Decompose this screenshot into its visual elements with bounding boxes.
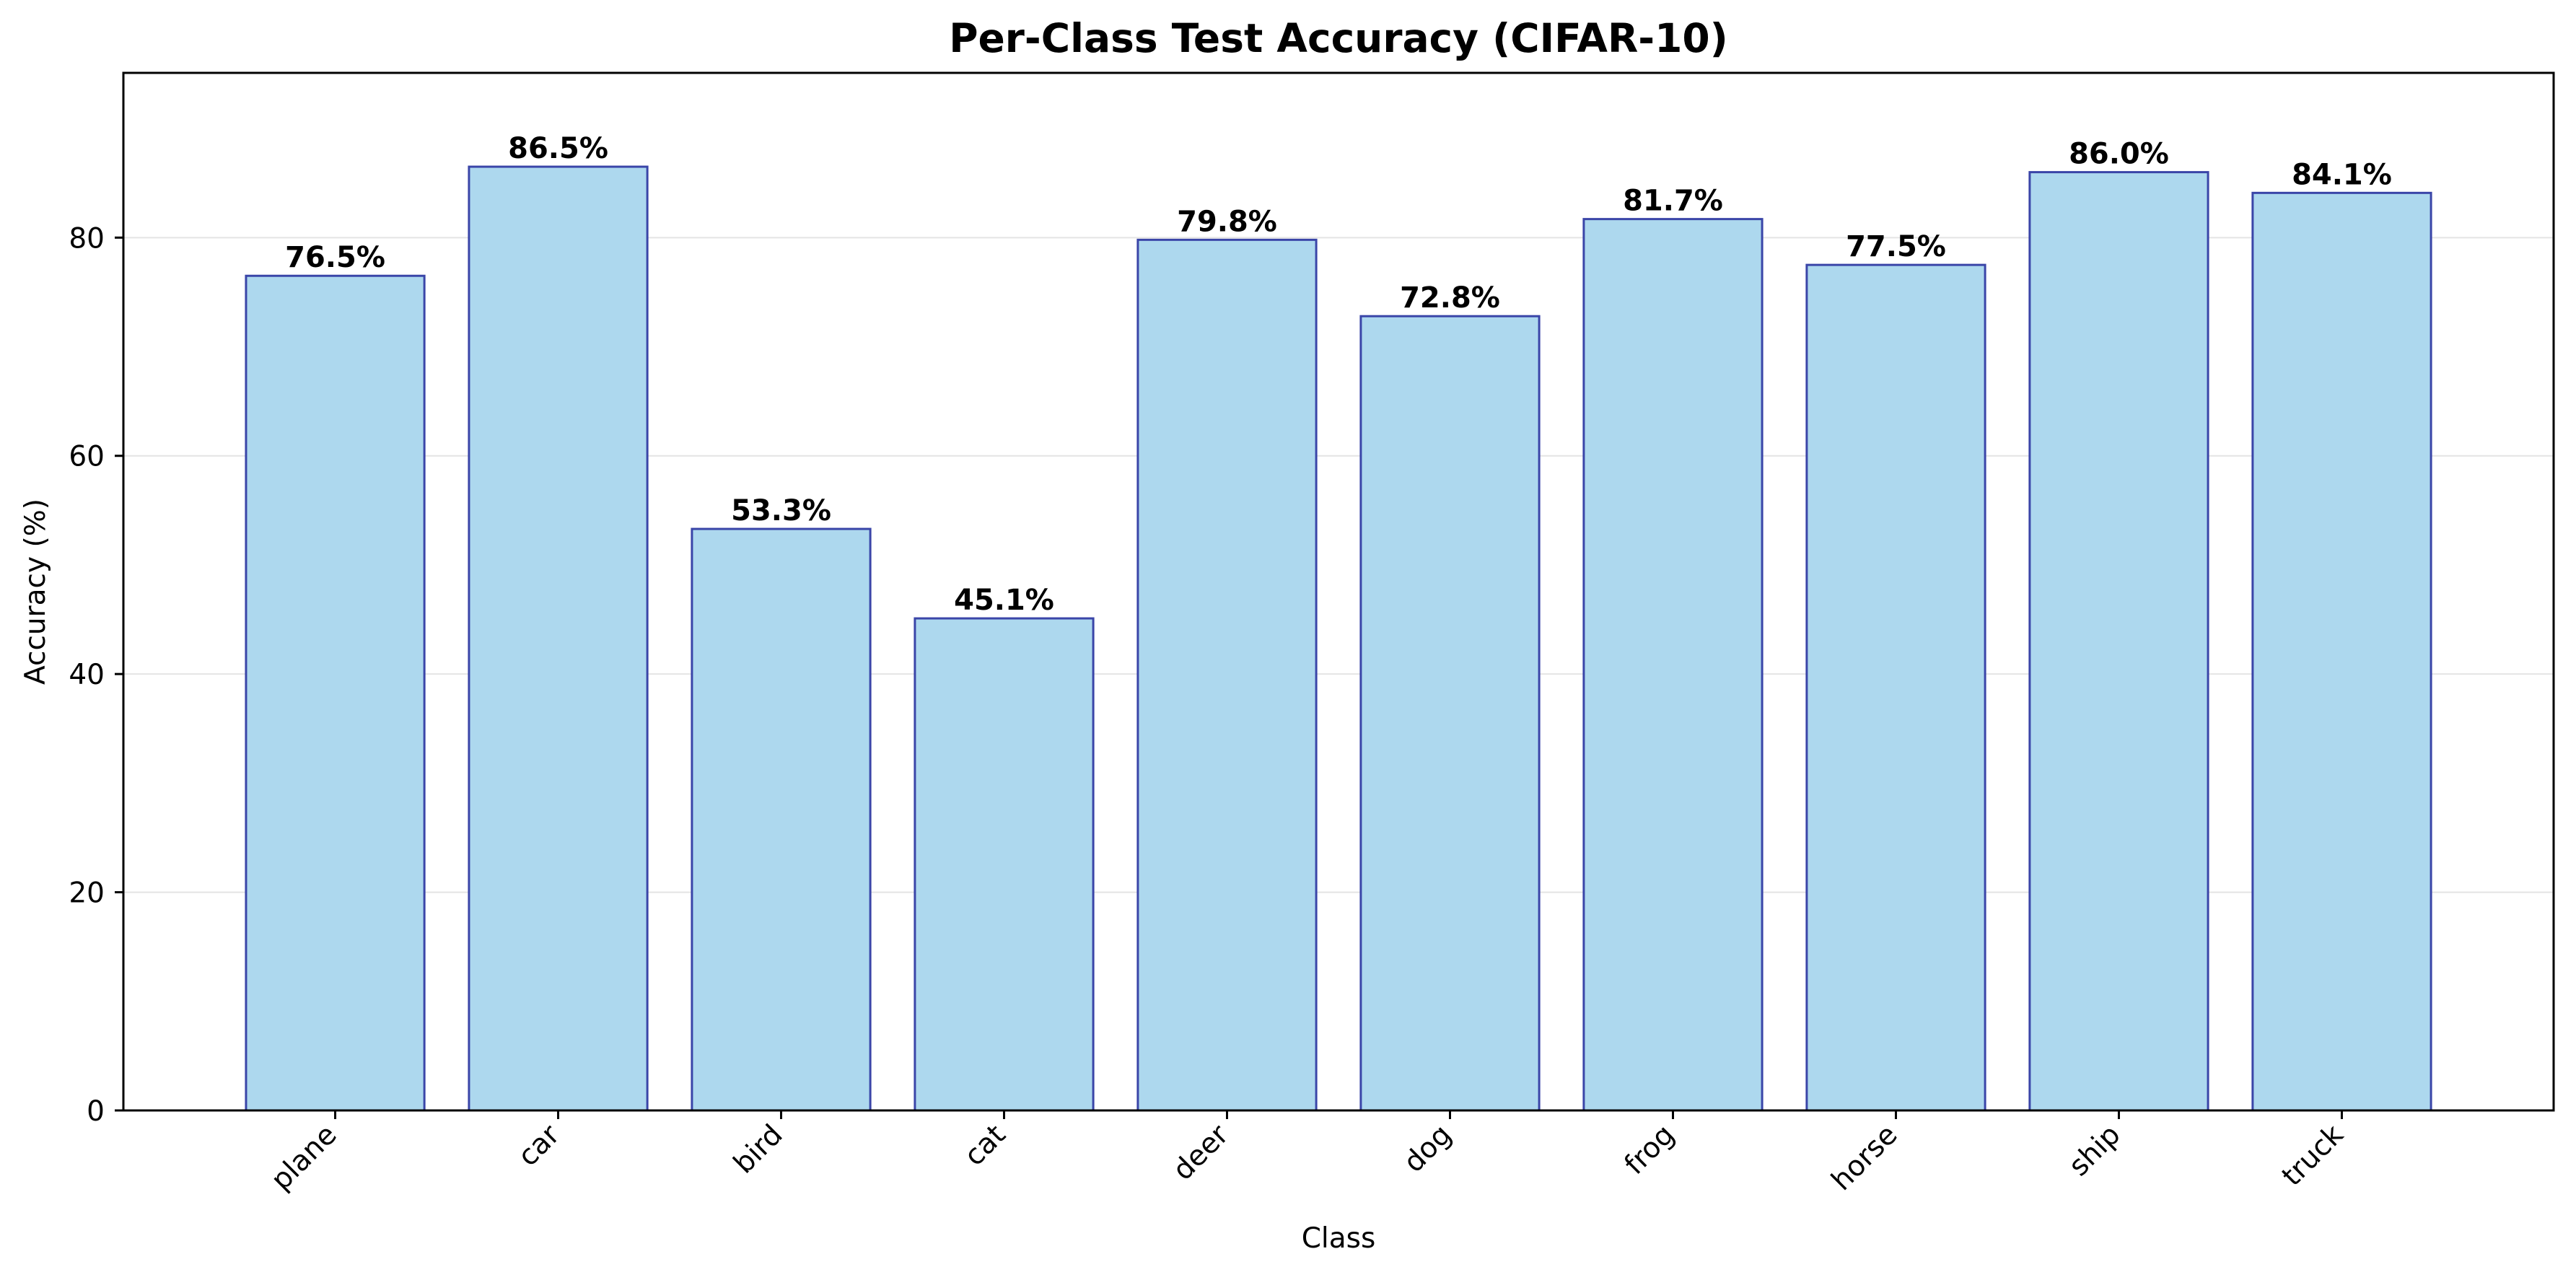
x-axis-label: Class	[1302, 1222, 1376, 1255]
y-axis-label: Accuracy (%)	[19, 499, 52, 685]
value-label-frog: 81.7%	[1623, 185, 1723, 218]
y-tick-label-0: 0	[87, 1095, 105, 1128]
bar-car	[468, 165, 649, 1112]
y-tick-label-80: 80	[69, 222, 105, 255]
y-axis-ticks: 0 20 40 60 80	[69, 222, 123, 1128]
bar-truck	[2251, 191, 2432, 1112]
bar-deer	[1136, 238, 1318, 1112]
bar-cat	[914, 617, 1095, 1112]
y-tick-label-20: 20	[69, 877, 105, 910]
x-tick-label-cat: cat	[958, 1118, 1012, 1172]
x-tick-label-ship: ship	[2063, 1118, 2127, 1183]
value-label-cat: 45.1%	[954, 584, 1054, 617]
x-tick-label-truck: truck	[2276, 1118, 2350, 1193]
bar-dog	[1359, 315, 1541, 1112]
x-tick-label-frog: frog	[1618, 1118, 1681, 1181]
x-tick-label-horse: horse	[1826, 1118, 1904, 1197]
x-tick-label-bird: bird	[727, 1118, 789, 1180]
chart-title: Per-Class Test Accuracy (CIFAR-10)	[949, 15, 1728, 61]
y-tick-label-40: 40	[69, 659, 105, 691]
value-label-horse: 77.5%	[1846, 230, 1946, 263]
value-label-plane: 76.5%	[285, 241, 385, 274]
bar-series	[245, 165, 2432, 1112]
x-tick-label-dog: dog	[1398, 1118, 1458, 1179]
value-labels: 76.5% 86.5% 53.3% 45.1% 79.8% 72.8% 81.7% 77.5%…	[285, 132, 2392, 617]
value-label-dog: 72.8%	[1400, 281, 1500, 315]
x-axis-ticks: plane car bird cat deer dog frog horse ship truck	[265, 1110, 2350, 1197]
value-label-car: 86.5%	[508, 132, 608, 165]
plot-area-frame	[122, 71, 2555, 1112]
x-tick-label-car: car	[512, 1118, 566, 1173]
x-tick-label-plane: plane	[265, 1118, 343, 1196]
bar-ship	[2028, 171, 2209, 1112]
y-tick-label-60: 60	[69, 441, 105, 473]
bar-frog	[1582, 218, 1764, 1112]
bar-bird	[691, 527, 872, 1112]
value-label-ship: 86.0%	[2069, 138, 2169, 171]
x-tick-label-deer: deer	[1167, 1118, 1235, 1187]
value-label-bird: 53.3%	[731, 494, 831, 527]
value-label-truck: 84.1%	[2292, 158, 2392, 191]
bar-horse	[1805, 263, 1986, 1112]
value-label-deer: 79.8%	[1177, 205, 1277, 238]
bar-plane	[245, 274, 426, 1112]
